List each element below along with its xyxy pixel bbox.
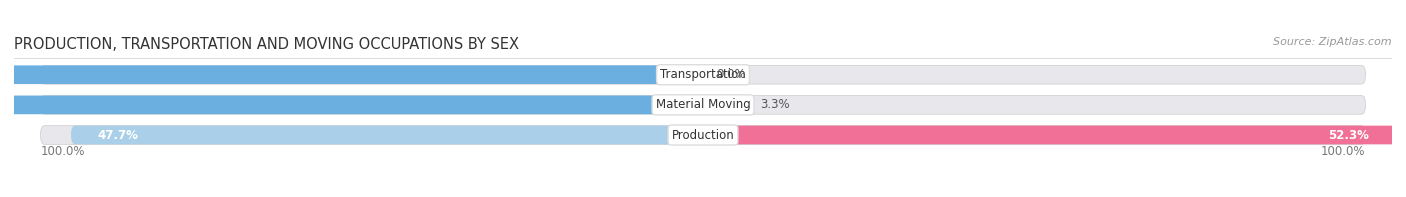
Text: 100.0%: 100.0% — [41, 145, 84, 158]
Text: Source: ZipAtlas.com: Source: ZipAtlas.com — [1274, 37, 1392, 47]
Text: Production: Production — [672, 128, 734, 141]
Text: 0.0%: 0.0% — [716, 68, 745, 81]
Text: Transportation: Transportation — [661, 68, 745, 81]
Text: 3.3%: 3.3% — [761, 98, 790, 111]
FancyBboxPatch shape — [72, 126, 703, 144]
Text: Material Moving: Material Moving — [655, 98, 751, 111]
FancyBboxPatch shape — [0, 96, 703, 114]
Text: PRODUCTION, TRANSPORTATION AND MOVING OCCUPATIONS BY SEX: PRODUCTION, TRANSPORTATION AND MOVING OC… — [14, 37, 519, 52]
FancyBboxPatch shape — [703, 96, 747, 114]
Text: 100.0%: 100.0% — [1322, 145, 1365, 158]
FancyBboxPatch shape — [41, 126, 1365, 144]
FancyBboxPatch shape — [0, 65, 703, 84]
Text: 52.3%: 52.3% — [1329, 128, 1369, 141]
FancyBboxPatch shape — [41, 96, 1365, 114]
FancyBboxPatch shape — [41, 65, 1365, 84]
Text: 47.7%: 47.7% — [97, 128, 138, 141]
FancyBboxPatch shape — [703, 126, 1396, 144]
